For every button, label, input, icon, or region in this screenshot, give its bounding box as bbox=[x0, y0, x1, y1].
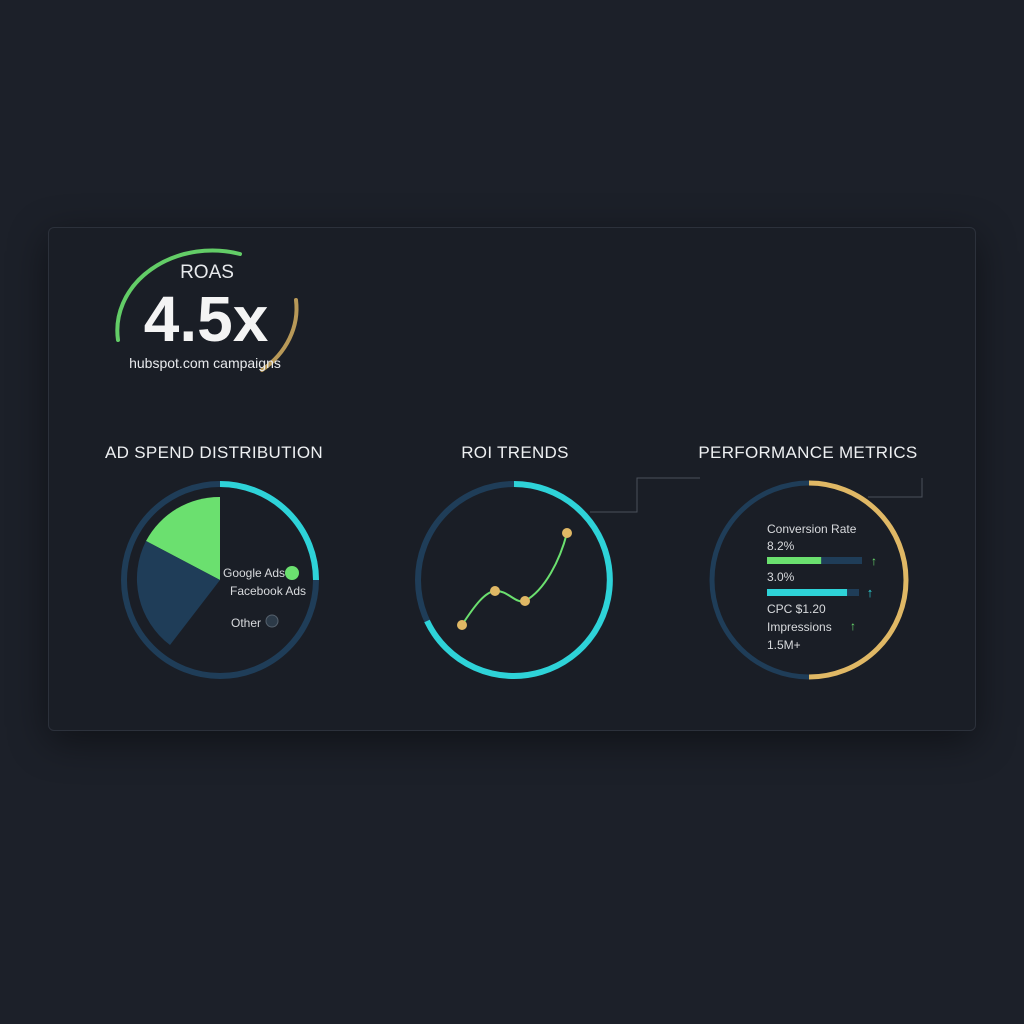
connector-line bbox=[868, 478, 923, 498]
arrow-up-icon: ↑ bbox=[867, 585, 874, 600]
legend-other: Other bbox=[231, 616, 262, 630]
conversion-bar-fill bbox=[767, 557, 822, 564]
roi-line bbox=[461, 532, 568, 626]
connector-line bbox=[590, 477, 700, 513]
ad-spend-title: AD SPEND DISTRIBUTION bbox=[105, 443, 323, 462]
dashboard-card bbox=[48, 227, 976, 731]
roi-point bbox=[490, 586, 500, 596]
cpc-value: CPC $1.20 bbox=[767, 602, 826, 616]
roas-gold-arc bbox=[260, 298, 299, 372]
conversion-value: 8.2% bbox=[767, 539, 795, 553]
impressions-value: 1.5M+ bbox=[767, 638, 801, 652]
google-check-icon bbox=[285, 566, 299, 580]
roi-point bbox=[562, 528, 572, 538]
roas-subtitle: hubspot.com campaigns bbox=[129, 355, 281, 371]
roas-value: 4.5x bbox=[143, 283, 269, 355]
pie-slice-facebook bbox=[136, 541, 220, 645]
roi-point bbox=[457, 620, 467, 630]
perf-ring-navy bbox=[709, 480, 810, 680]
legend-google-ads: Google Ads bbox=[223, 566, 286, 580]
conversion-label: Conversion Rate bbox=[767, 522, 857, 536]
second-bar-fill bbox=[767, 589, 848, 596]
other-check-icon bbox=[265, 614, 279, 628]
roas-label: ROAS bbox=[180, 262, 234, 283]
perf-ring-gold bbox=[808, 480, 909, 680]
second-value: 3.0% bbox=[767, 570, 795, 584]
impressions-label: Impressions bbox=[767, 620, 832, 634]
roi-point bbox=[520, 596, 530, 606]
arrow-up-icon: ↑ bbox=[850, 619, 856, 633]
roi-ring-cyan bbox=[424, 481, 613, 679]
performance-title: PERFORMANCE METRICS bbox=[698, 443, 918, 462]
ad-spend-ring-cyan bbox=[219, 481, 319, 581]
roas-green-arc bbox=[115, 248, 242, 342]
roi-title: ROI TRENDS bbox=[461, 443, 569, 462]
legend-facebook-ads: Facebook Ads bbox=[230, 584, 307, 598]
pie-slice-google bbox=[146, 496, 220, 580]
arrow-up-icon: ↑ bbox=[871, 554, 877, 568]
